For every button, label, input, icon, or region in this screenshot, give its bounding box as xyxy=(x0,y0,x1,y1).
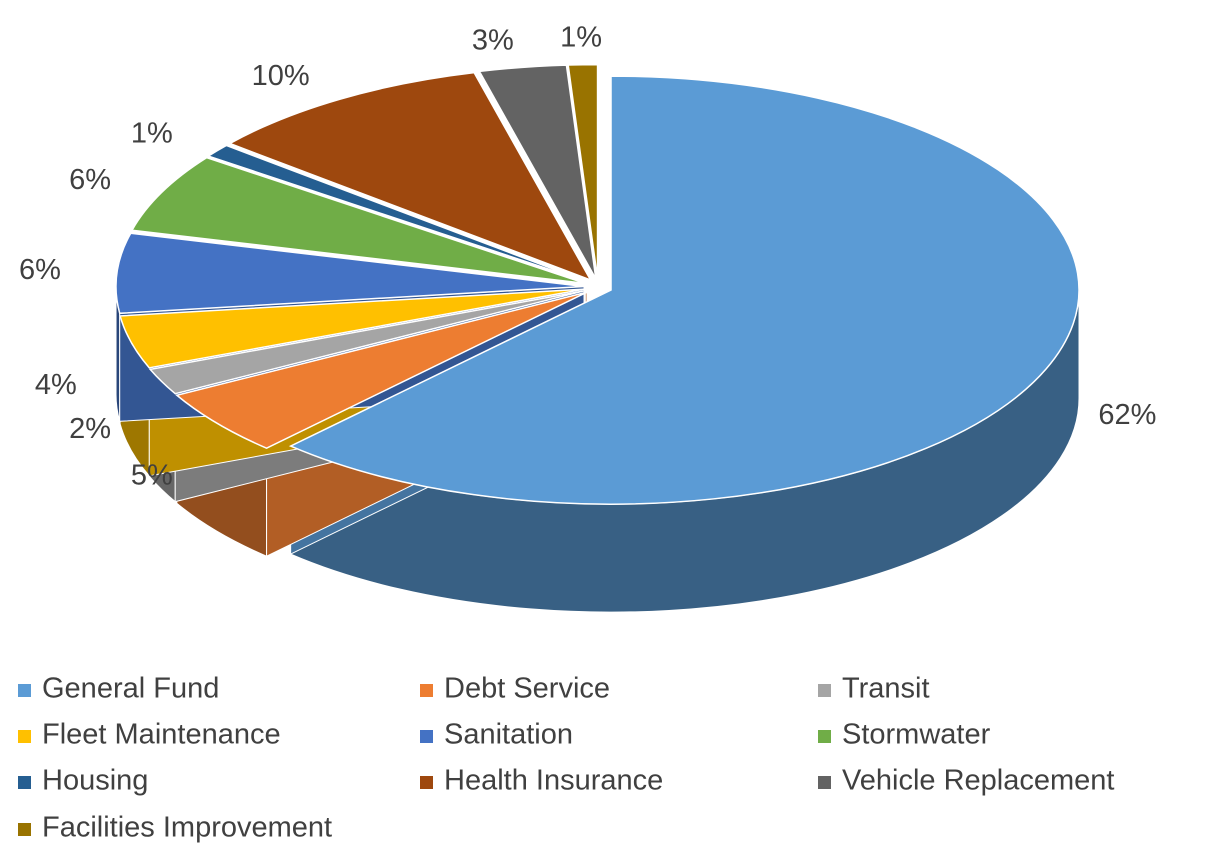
legend-swatch xyxy=(18,823,31,836)
legend-swatch xyxy=(420,684,433,697)
legend-swatch xyxy=(818,684,831,697)
data-label: 3% xyxy=(472,25,514,57)
legend-label: Health Insurance xyxy=(444,765,663,797)
legend-swatch xyxy=(818,776,831,789)
slice xyxy=(148,289,586,395)
data-label: 6% xyxy=(69,164,111,196)
data-label: 10% xyxy=(252,60,310,92)
data-label: 4% xyxy=(35,369,77,401)
data-label: 2% xyxy=(69,413,111,445)
legend-label: Transit xyxy=(842,673,930,705)
legend-swatch xyxy=(18,776,31,789)
slice xyxy=(567,63,599,279)
legend-swatch xyxy=(818,730,831,743)
legend-label: Stormwater xyxy=(842,719,991,751)
legend-swatch xyxy=(18,684,31,697)
slice xyxy=(206,144,588,283)
legend-label: Housing xyxy=(42,765,148,797)
legend-label: Sanitation xyxy=(444,719,573,751)
legend-swatch xyxy=(420,776,433,789)
legend-label: Fleet Maintenance xyxy=(42,719,281,751)
data-label: 1% xyxy=(560,22,602,54)
legend-swatch xyxy=(420,730,433,743)
slice xyxy=(130,156,586,285)
slice xyxy=(175,291,588,449)
slice xyxy=(228,71,593,282)
legend-label: Facilities Improvement xyxy=(42,812,332,844)
data-label: 1% xyxy=(131,118,173,150)
pie-tops xyxy=(115,63,1080,505)
slice xyxy=(115,232,585,315)
slice xyxy=(288,75,1080,505)
data-label: 6% xyxy=(19,254,61,286)
legend-label: General Fund xyxy=(42,673,219,705)
data-label: 5% xyxy=(131,460,173,492)
slice xyxy=(478,64,597,280)
legend-swatch xyxy=(18,730,31,743)
data-label: 62% xyxy=(1098,399,1156,431)
legend-label: Vehicle Replacement xyxy=(842,765,1114,797)
legend-label: Debt Service xyxy=(444,673,610,705)
slice xyxy=(119,288,585,369)
